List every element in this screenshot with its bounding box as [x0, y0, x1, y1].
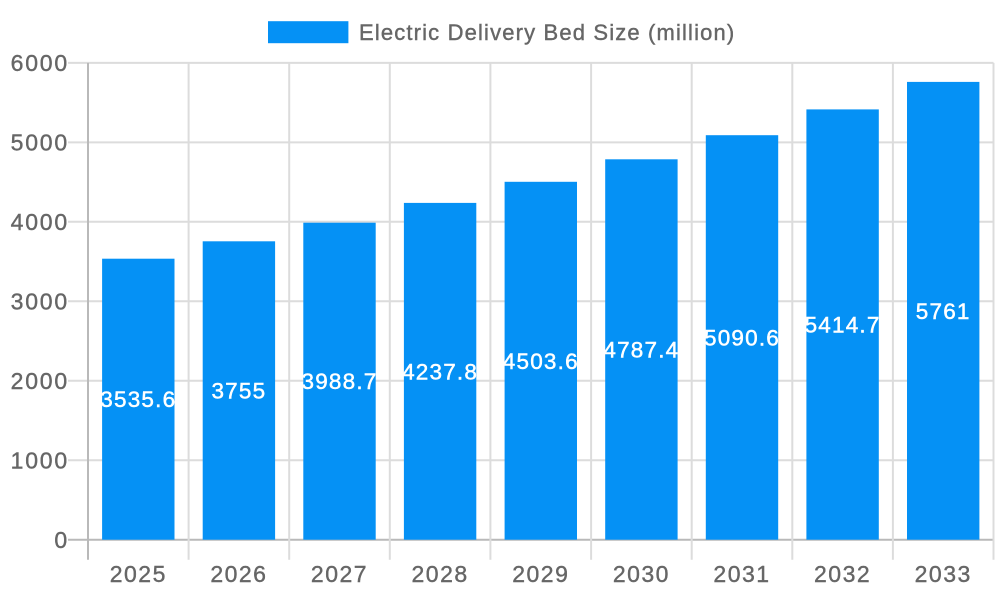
- svg-text:2028: 2028: [412, 561, 469, 587]
- svg-text:2000: 2000: [11, 368, 69, 394]
- svg-text:5761: 5761: [916, 299, 971, 324]
- svg-text:3535.6: 3535.6: [100, 387, 176, 412]
- svg-text:5000: 5000: [11, 130, 69, 156]
- svg-text:3755: 3755: [211, 379, 266, 404]
- svg-text:3988.7: 3988.7: [301, 369, 377, 394]
- svg-text:0: 0: [54, 527, 69, 553]
- svg-text:Electric Delivery Bed Size (mi: Electric Delivery Bed Size (million): [359, 20, 735, 45]
- svg-text:2027: 2027: [311, 561, 368, 587]
- svg-text:4000: 4000: [11, 209, 69, 235]
- svg-text:4237.8: 4237.8: [402, 359, 478, 384]
- svg-text:2033: 2033: [915, 561, 972, 587]
- svg-text:4787.4: 4787.4: [603, 338, 679, 363]
- svg-text:6000: 6000: [11, 50, 69, 76]
- svg-text:2030: 2030: [613, 561, 670, 587]
- svg-text:3000: 3000: [11, 289, 69, 315]
- svg-text:2031: 2031: [713, 561, 770, 587]
- svg-text:2029: 2029: [512, 561, 569, 587]
- svg-text:1000: 1000: [11, 447, 69, 473]
- svg-text:5090.6: 5090.6: [704, 325, 780, 350]
- svg-text:2025: 2025: [110, 561, 167, 587]
- svg-text:2032: 2032: [814, 561, 871, 587]
- svg-text:4503.6: 4503.6: [503, 349, 579, 374]
- svg-text:5414.7: 5414.7: [805, 313, 881, 338]
- svg-text:2026: 2026: [210, 561, 267, 587]
